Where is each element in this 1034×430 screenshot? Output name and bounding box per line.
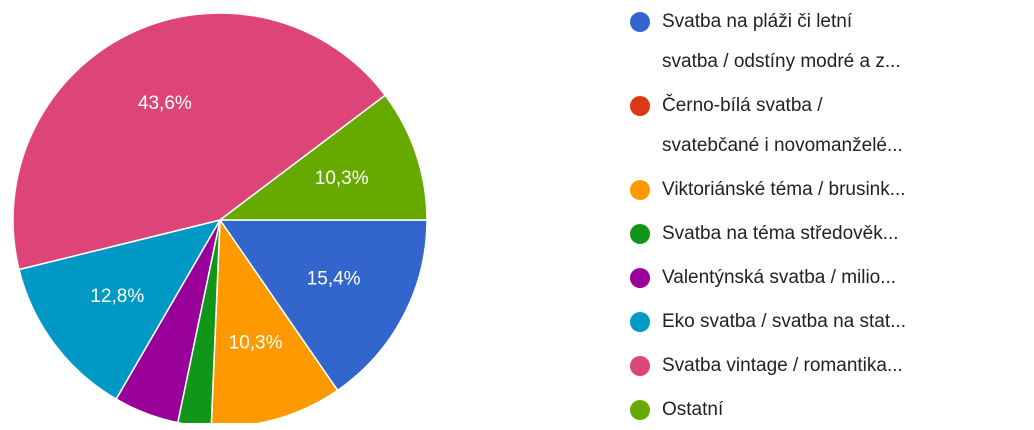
slice-label: 10,3% <box>315 168 369 189</box>
legend-swatch <box>630 312 650 332</box>
legend-label: Valentýnská svatba / milio... <box>662 267 897 288</box>
legend-swatch <box>630 356 650 376</box>
legend-swatch <box>630 96 650 116</box>
pie-slice <box>12 12 387 271</box>
legend-swatch <box>630 400 650 420</box>
legend-label: Svatba na téma středověk... <box>662 223 899 244</box>
legend-item: Černo-bílá svatba / svatebčané i novoman… <box>628 86 906 166</box>
chart: 15,4% 10,3% 12,8% 43,6% 10,3% <box>12 12 428 423</box>
pie-slice <box>210 217 339 423</box>
slice-label: 15,4% <box>307 269 361 290</box>
pie-slice <box>18 218 222 401</box>
legend-label: Černo-bílá svatba / svatebčané i novoman… <box>662 95 903 156</box>
legend: Svatba na pláži či letní svatba / odstín… <box>628 2 906 430</box>
legend-item: Ostatní <box>628 390 906 430</box>
legend-item: Svatba vintage / romantika... <box>628 346 906 386</box>
pie-slice <box>217 94 428 221</box>
legend-label: Ostatní <box>662 399 724 420</box>
legend-label: Viktoriánské téma / brusink... <box>662 179 906 200</box>
legend-label: Svatba vintage / romantika... <box>662 355 903 376</box>
legend-item: Svatba na pláži či letní svatba / odstín… <box>628 2 906 82</box>
legend-swatch <box>630 12 650 32</box>
legend-swatch <box>630 224 650 244</box>
legend-swatch <box>630 268 650 288</box>
pie-slice <box>218 219 428 392</box>
legend-swatch <box>630 180 650 200</box>
legend-item: Viktoriánské téma / brusink... <box>628 170 906 210</box>
legend-label: Svatba na pláži či letní svatba / odstín… <box>662 11 901 72</box>
slice-label: 10,3% <box>229 332 283 353</box>
legend-item: Eko svatba / svatba na stat... <box>628 302 906 342</box>
slice-label: 12,8% <box>90 286 144 307</box>
legend-item: Svatba na téma středověk... <box>628 214 906 254</box>
legend-label: Eko svatba / svatba na stat... <box>662 311 906 332</box>
slice-label: 43,6% <box>138 93 192 114</box>
legend-item: Valentýnská svatba / milio... <box>628 258 906 298</box>
